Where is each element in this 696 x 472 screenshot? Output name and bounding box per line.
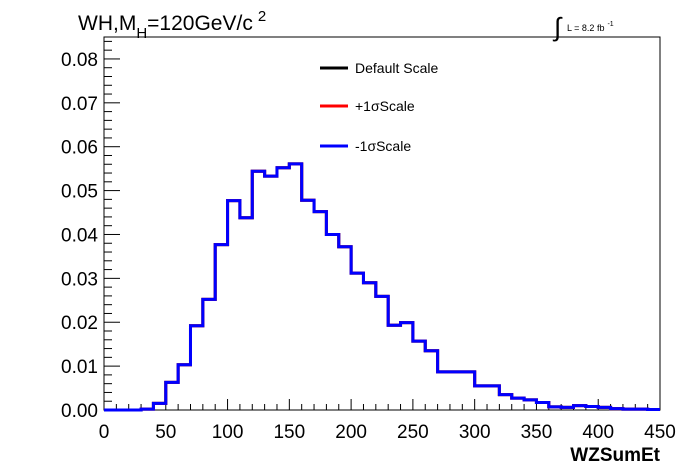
y-tick-label: 0.02 [61, 313, 98, 334]
plot-frame [103, 36, 661, 411]
y-tick-label: 0.05 [61, 182, 98, 203]
luminosity-label: ∫ L = 8.2 fb -1 [552, 12, 614, 42]
x-tick-label: 0 [99, 422, 110, 443]
y-tick-label: 0.07 [61, 94, 98, 115]
x-tick-label: 350 [521, 422, 553, 443]
x-tick-label: 150 [273, 422, 305, 443]
legend-label-default: Default Scale [355, 60, 438, 76]
legend-label-minus1sigma: -1σScale [355, 138, 411, 154]
y-tick-label: 0.00 [61, 401, 98, 422]
x-tick-label: 400 [582, 422, 614, 443]
y-tick-label: 0.01 [61, 357, 98, 378]
chart-title: WH,MH=120GeV/c 2 [78, 8, 266, 42]
x-tick-label: 450 [644, 422, 676, 443]
x-tick-label: 50 [155, 422, 176, 443]
legend: Default Scale +1σScale -1σScale [320, 60, 438, 154]
legend-label-plus1sigma: +1σScale [355, 98, 415, 114]
y-tick-label: 0.03 [61, 269, 98, 290]
x-tick-label: 250 [397, 422, 429, 443]
histogram-minus1sigma [104, 162, 660, 412]
x-axis-label: WZSumEt [570, 445, 660, 466]
x-tick-label: 200 [335, 422, 367, 443]
x-tick-label: 300 [459, 422, 491, 443]
tick-labels: 0 50 100 150 200 250 300 350 400 450 0.00 0.01 0.02 0… [61, 50, 676, 443]
luminosity-text: L = 8.2 fb -1 [567, 21, 614, 33]
y-tick-label: 0.06 [61, 138, 98, 159]
y-tick-label: 0.04 [61, 225, 98, 246]
integral-symbol: ∫ [552, 12, 563, 42]
y-tick-label: 0.08 [61, 50, 98, 71]
histogram-series [104, 162, 660, 412]
x-tick-label: 100 [212, 422, 244, 443]
